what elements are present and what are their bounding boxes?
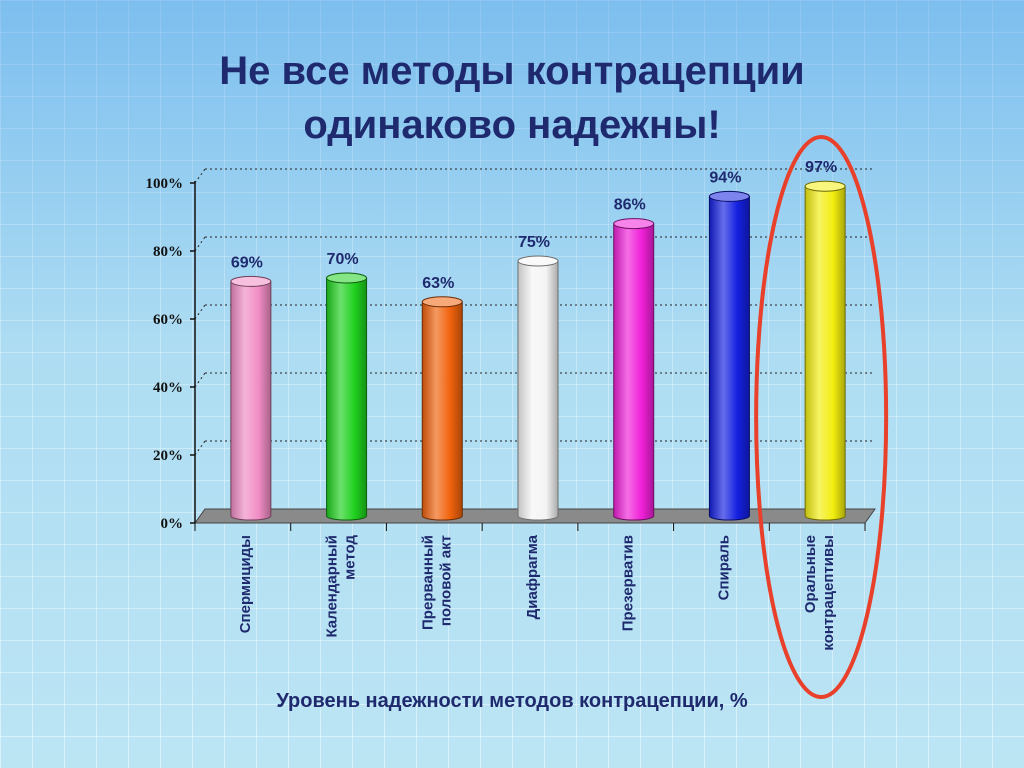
bar-top: [517, 255, 559, 267]
bar-value-label: 94%: [709, 169, 741, 186]
x-category-label: Диафрагма: [524, 534, 541, 619]
y-tick-label: 20%: [153, 448, 183, 464]
x-category-label: Презерватив: [620, 535, 637, 631]
bar-value-label: 69%: [231, 254, 263, 271]
y-tick-label: 0%: [161, 516, 184, 532]
x-category-label: Календарныйметод: [324, 535, 359, 638]
x-category-label: Прерванныйполовой акт: [419, 535, 454, 630]
gridline-diagonal: [194, 168, 206, 184]
bar-top: [613, 218, 655, 230]
bar: [421, 301, 463, 521]
bar-top: [421, 296, 463, 308]
gridline-diagonal: [194, 304, 206, 320]
x-category-label: Спермициды: [237, 535, 254, 633]
gridline-diagonal: [194, 440, 206, 456]
gridline-diagonal: [194, 372, 206, 388]
bar: [804, 185, 846, 521]
y-tick-label: 100%: [146, 176, 184, 192]
title-line-2: одинаково надежны!: [303, 103, 721, 147]
bar-value-label: 70%: [327, 251, 359, 268]
bar: [326, 277, 368, 521]
highlight-ellipse: [754, 135, 889, 699]
bar-top: [326, 272, 368, 284]
bar-value-label: 63%: [422, 275, 454, 292]
bar: [708, 195, 750, 521]
bar: [230, 280, 272, 521]
y-tick-label: 40%: [153, 380, 183, 396]
bar: [517, 260, 559, 521]
bar-top: [708, 190, 750, 202]
bar-top: [230, 275, 272, 287]
page-title: Не все методы контрацепции одинаково над…: [0, 44, 1024, 152]
bar-value-label: 86%: [614, 197, 646, 214]
x-axis-label: Уровень надежности методов контрацепции,…: [276, 690, 748, 712]
y-tick-label: 60%: [153, 312, 183, 328]
bar-value-label: 75%: [518, 234, 550, 251]
bar: [613, 223, 655, 521]
gridline-diagonal: [194, 236, 206, 252]
title-line-1: Не все методы контрацепции: [219, 49, 805, 93]
bar-top: [804, 180, 846, 192]
x-category-label: Оральныеконтрацептивы: [802, 535, 837, 651]
y-tick-label: 80%: [153, 244, 183, 260]
bar-value-label: 97%: [805, 159, 837, 176]
x-category-label: Спираль: [715, 535, 732, 600]
